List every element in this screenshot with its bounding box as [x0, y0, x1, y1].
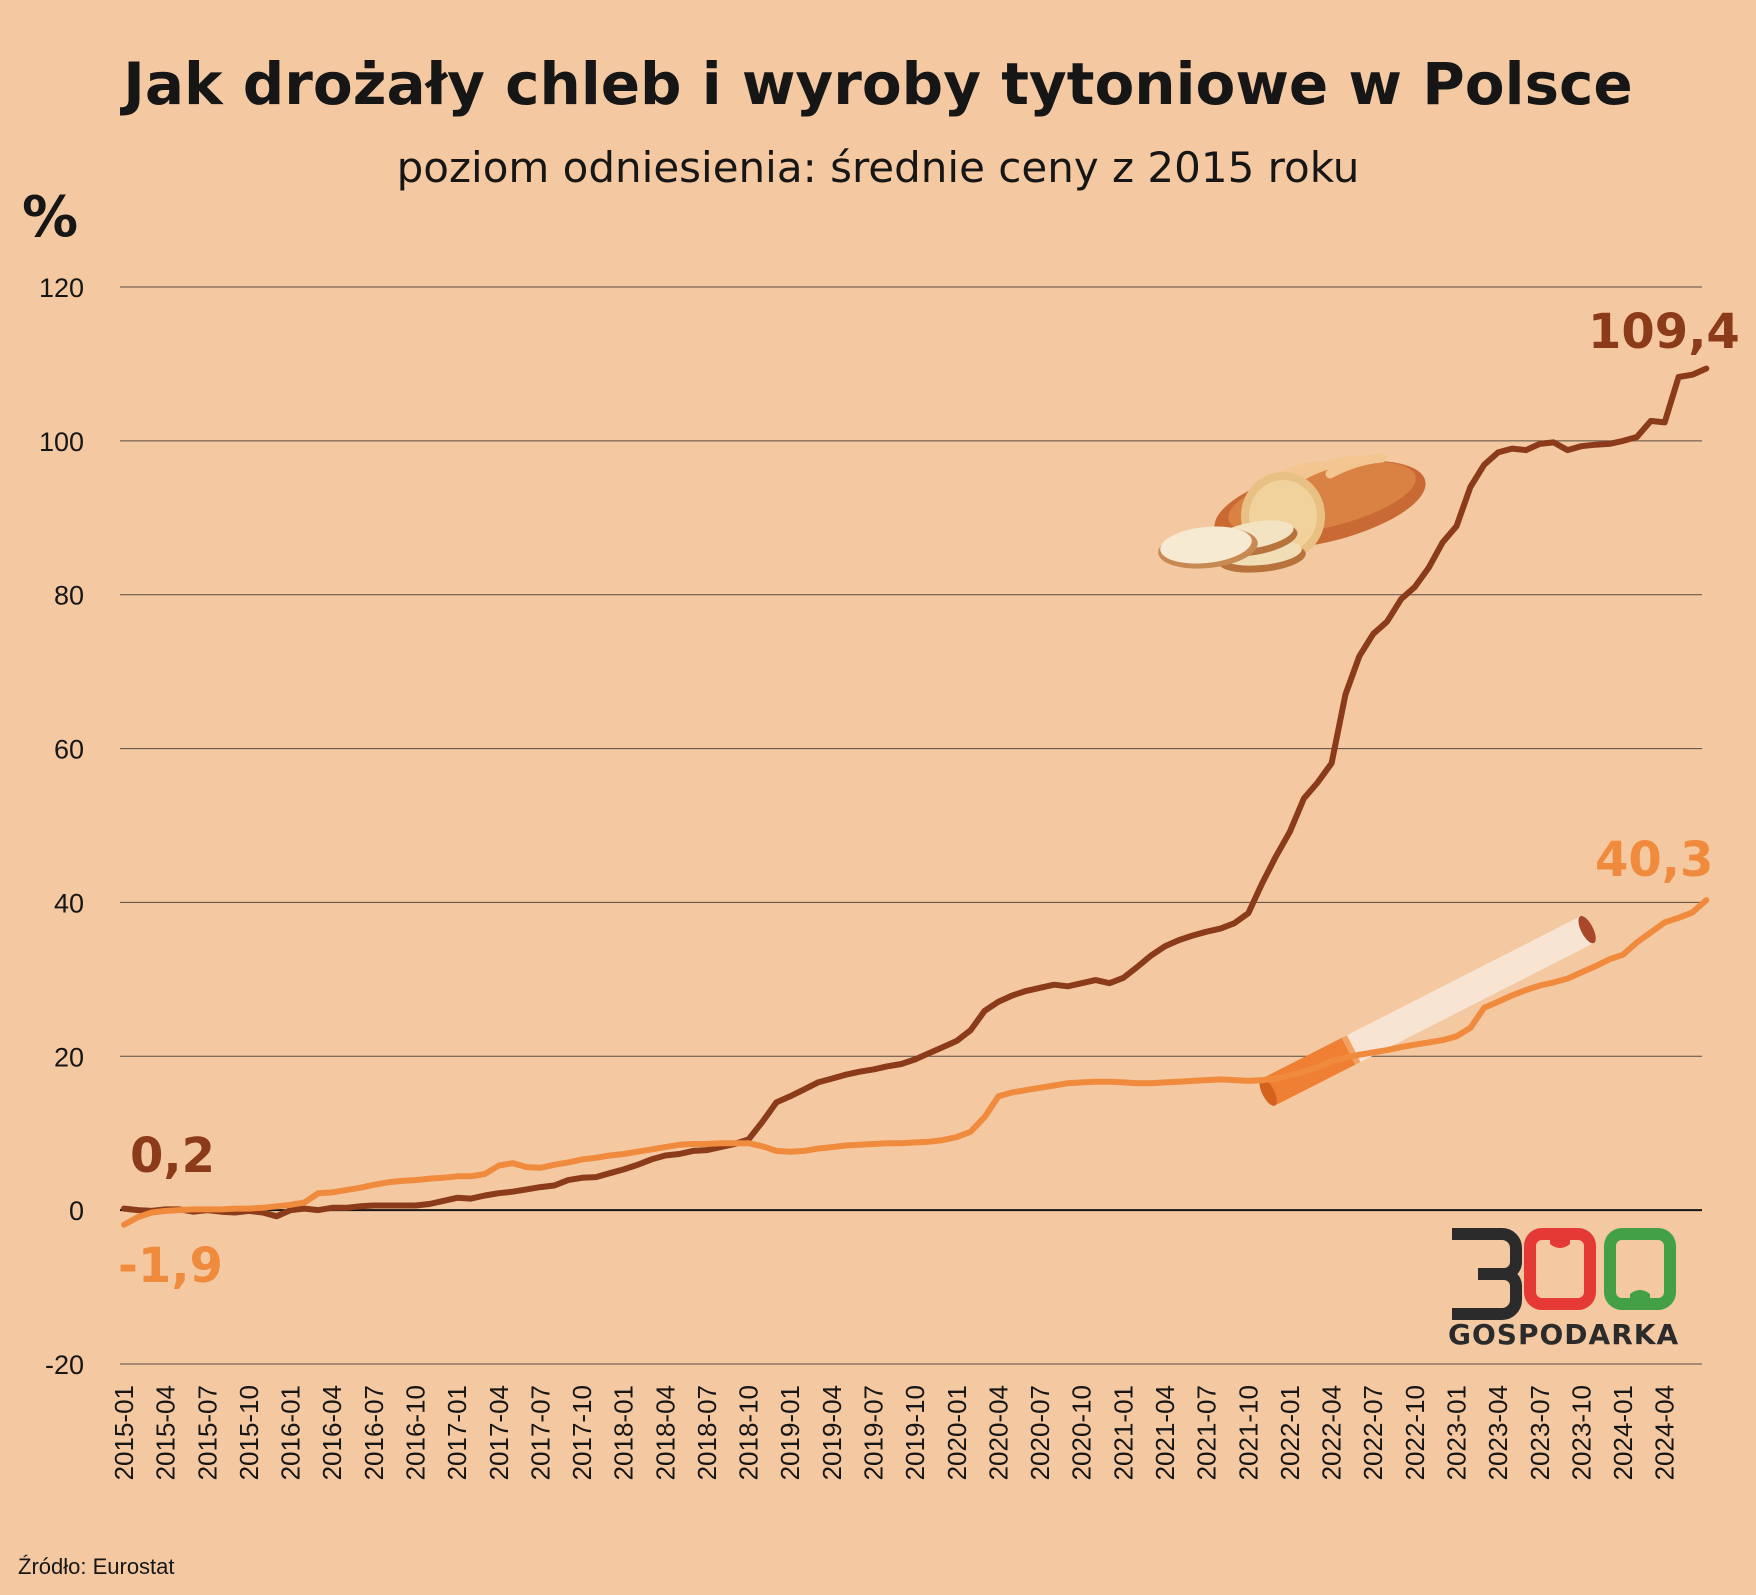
x-tick-label: 2020-04: [983, 1385, 1013, 1480]
logo: GOSPODARKA: [1448, 1228, 1679, 1351]
x-tick-label: 2024-04: [1650, 1385, 1680, 1480]
x-tick-label: 2023-10: [1566, 1385, 1596, 1480]
series: [121, 365, 1710, 1228]
tobacco-start-label: -1,9: [118, 1238, 223, 1294]
x-tick-label: 2018-10: [734, 1385, 764, 1480]
y-tick-label: 20: [54, 1042, 84, 1072]
y-tick-label: 80: [54, 581, 84, 611]
y-tick-label: 60: [54, 735, 84, 765]
x-tick-label: 2017-01: [442, 1385, 472, 1480]
y-axis-ticks: -20 0 20 40 60 80 100 120: [39, 273, 84, 1380]
y-tick-label: 120: [39, 273, 84, 303]
x-tick-label: 2019-07: [859, 1385, 889, 1480]
chart-title: Jak drożały chleb i wyroby tytoniowe w P…: [119, 50, 1632, 118]
x-tick-label: 2021-10: [1233, 1385, 1263, 1480]
x-tick-label: 2019-01: [775, 1385, 805, 1480]
y-tick-label: 40: [54, 888, 84, 918]
x-tick-label: 2016-04: [317, 1385, 347, 1480]
x-tick-label: 2020-10: [1067, 1385, 1097, 1480]
x-tick-label: 2022-01: [1275, 1385, 1305, 1480]
tobacco-end-label: 40,3: [1595, 832, 1713, 888]
x-tick-label: 2021-01: [1108, 1385, 1138, 1480]
x-tick-label: 2021-07: [1192, 1385, 1222, 1480]
x-tick-label: 2022-04: [1317, 1385, 1347, 1480]
source-note: Źródło: Eurostat: [18, 1554, 175, 1579]
cigarette-icon: [1259, 916, 1596, 1106]
x-tick-label: 2015-04: [151, 1385, 181, 1480]
x-tick-label: 2018-07: [692, 1385, 722, 1480]
x-tick-label: 2016-10: [400, 1385, 430, 1480]
x-tick-label: 2017-10: [567, 1385, 597, 1480]
logo-name: GOSPODARKA: [1448, 1318, 1679, 1351]
x-axis-ticks: 2015-01 2015-04 2015-07 2015-10 2016-01 2016-…: [109, 1385, 1680, 1480]
x-tick-label: 2015-07: [192, 1385, 222, 1480]
y-tick-label: 100: [39, 427, 84, 457]
x-tick-label: 2022-07: [1358, 1385, 1388, 1480]
x-tick-label: 2018-04: [650, 1385, 680, 1480]
tobacco-series-line: [121, 897, 1710, 1228]
x-tick-label: 2016-07: [359, 1385, 389, 1480]
x-tick-label: 2020-07: [1025, 1385, 1055, 1480]
x-tick-label: 2017-07: [525, 1385, 555, 1480]
x-tick-label: 2017-04: [484, 1385, 514, 1480]
logo-number: [1452, 1228, 1676, 1320]
x-tick-label: 2015-10: [234, 1385, 264, 1480]
x-tick-label: 2024-01: [1608, 1385, 1638, 1480]
x-tick-label: 2015-01: [109, 1385, 139, 1480]
x-tick-label: 2023-01: [1441, 1385, 1471, 1480]
x-tick-label: 2018-01: [609, 1385, 639, 1480]
y-axis-unit: %: [22, 185, 78, 250]
chart-subtitle: poziom odniesienia: średnie ceny z 2015 …: [397, 143, 1360, 192]
grid: [120, 286, 1702, 1365]
y-tick-label: 0: [69, 1196, 84, 1226]
x-tick-label: 2021-04: [1150, 1385, 1180, 1480]
x-tick-label: 2019-10: [900, 1385, 930, 1480]
x-tick-label: 2023-07: [1525, 1385, 1555, 1480]
x-tick-label: 2020-01: [942, 1385, 972, 1480]
bread-series-line: [121, 365, 1710, 1220]
bread-start-label: 0,2: [130, 1128, 215, 1184]
bread-end-label: 109,4: [1588, 304, 1740, 360]
x-tick-label: 2023-04: [1483, 1385, 1513, 1480]
x-tick-label: 2019-04: [817, 1385, 847, 1480]
x-tick-label: 2016-01: [276, 1385, 306, 1480]
y-tick-label: -20: [45, 1350, 84, 1380]
x-tick-label: 2022-10: [1400, 1385, 1430, 1480]
bread-icon: [1158, 453, 1426, 573]
